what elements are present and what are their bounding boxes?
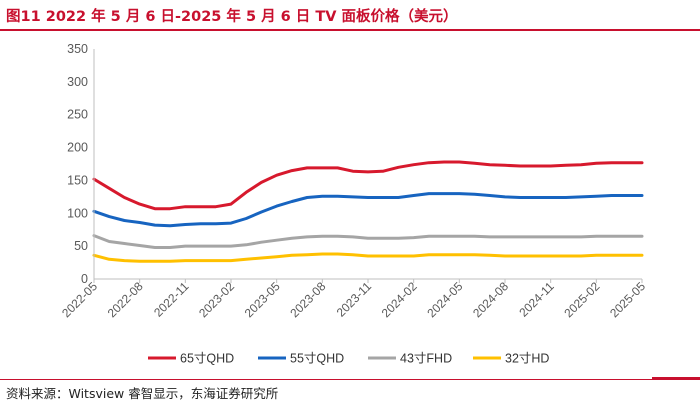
x-tick-label: 2024-02 [379, 279, 420, 320]
x-tick-label: 2023-02 [196, 279, 237, 320]
line-chart: 0 50 100 150 200 250 300 350 2022-05 2022-08 2022… [59, 42, 648, 366]
y-tick-label: 50 [74, 239, 88, 253]
chart-legend: 65寸QHD 55寸QHD 43寸FHD 32寸HD [148, 352, 549, 366]
x-tick-label: 2025-05 [607, 279, 648, 320]
chart-title: 图11 2022 年 5 月 6 日-2025 年 5 月 6 日 TV 面板价… [6, 9, 458, 25]
x-tick-label: 2023-11 [334, 279, 375, 320]
y-axis-ticks: 0 50 100 150 200 250 300 350 [67, 42, 88, 286]
series-layer [92, 160, 644, 263]
x-tick-label: 2023-08 [287, 279, 328, 320]
footer-divider-accent [652, 377, 700, 380]
x-tick-label: 2024-11 [516, 279, 557, 320]
y-tick-label: 200 [67, 141, 88, 155]
x-tick-label: 2022-08 [105, 279, 146, 320]
legend-label: 32寸HD [505, 352, 549, 366]
y-tick-label: 150 [67, 173, 88, 187]
x-tick-label: 2022-11 [151, 279, 192, 320]
x-tick-label: 2024-05 [424, 279, 465, 320]
y-tick-label: 100 [67, 206, 88, 220]
x-tick-label: 2023-05 [242, 279, 283, 320]
series-line [92, 234, 644, 249]
header-divider [0, 29, 700, 31]
x-tick-label: 2022-05 [59, 279, 100, 320]
footer-divider [0, 379, 700, 380]
source-note: 资料来源：Witsview 睿智显示，东海证券研究所 [6, 386, 279, 401]
y-tick-label: 350 [67, 42, 88, 56]
x-axis-ticks: 2022-05 2022-08 2022-11 2023-02 2023-05 2023-… [59, 279, 648, 320]
series-line [92, 192, 644, 228]
legend-label: 43寸FHD [400, 352, 452, 366]
y-tick-label: 250 [67, 108, 88, 122]
legend-label: 55寸QHD [290, 352, 344, 366]
series-line [92, 252, 644, 263]
x-tick-label: 2025-02 [561, 279, 602, 320]
x-tick-label: 2024-08 [470, 279, 511, 320]
y-tick-label: 0 [81, 272, 88, 286]
y-tick-label: 300 [67, 75, 88, 89]
series-line [92, 160, 644, 211]
legend-label: 65寸QHD [180, 352, 234, 366]
